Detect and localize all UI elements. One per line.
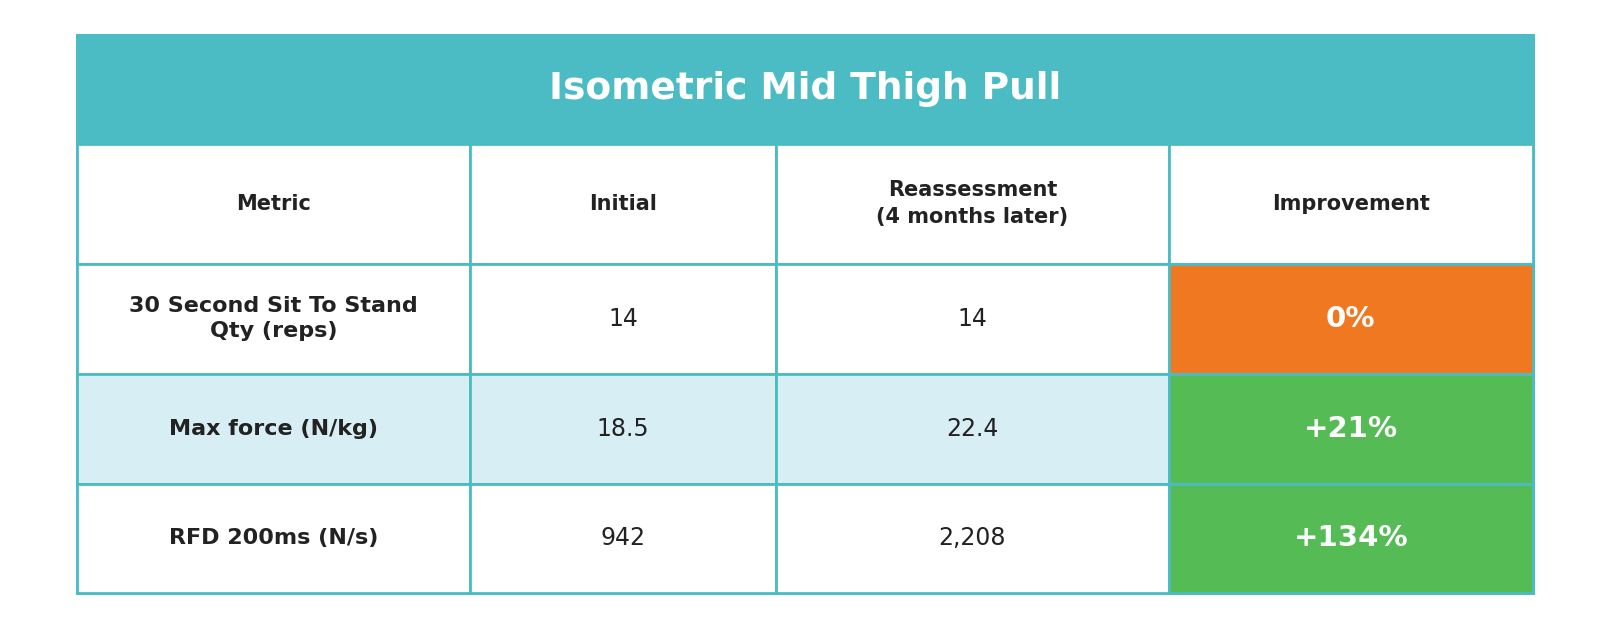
Text: 0%: 0% xyxy=(1327,305,1375,333)
Bar xyxy=(470,374,776,484)
Bar xyxy=(470,144,776,264)
Bar xyxy=(776,484,1169,593)
Bar xyxy=(776,264,1169,374)
Text: Max force (N/kg): Max force (N/kg) xyxy=(169,419,378,438)
Bar xyxy=(1169,264,1533,374)
Text: Metric: Metric xyxy=(237,193,311,214)
Bar xyxy=(77,35,1533,144)
Text: Improvement: Improvement xyxy=(1272,193,1430,214)
Text: 18.5: 18.5 xyxy=(597,416,649,441)
Bar xyxy=(776,374,1169,484)
Bar xyxy=(1169,484,1533,593)
Bar xyxy=(1169,374,1533,484)
Text: RFD 200ms (N/s): RFD 200ms (N/s) xyxy=(169,529,378,548)
Text: 2,208: 2,208 xyxy=(939,526,1006,551)
Text: Reassessment
(4 months later): Reassessment (4 months later) xyxy=(876,180,1069,227)
Bar xyxy=(77,264,470,374)
Bar xyxy=(77,144,470,264)
Text: Isometric Mid Thigh Pull: Isometric Mid Thigh Pull xyxy=(549,71,1061,107)
Bar xyxy=(470,484,776,593)
Bar xyxy=(77,35,1533,593)
Bar xyxy=(1169,144,1533,264)
Text: 30 Second Sit To Stand
Qty (reps): 30 Second Sit To Stand Qty (reps) xyxy=(129,296,419,341)
Bar xyxy=(77,484,470,593)
Text: 14: 14 xyxy=(609,306,638,331)
Text: 22.4: 22.4 xyxy=(947,416,998,441)
Text: 14: 14 xyxy=(958,306,987,331)
Text: +21%: +21% xyxy=(1304,414,1397,443)
Text: +134%: +134% xyxy=(1293,524,1409,553)
Bar xyxy=(77,374,470,484)
Bar xyxy=(470,264,776,374)
Text: 942: 942 xyxy=(601,526,646,551)
Text: Initial: Initial xyxy=(589,193,657,214)
Bar xyxy=(776,144,1169,264)
